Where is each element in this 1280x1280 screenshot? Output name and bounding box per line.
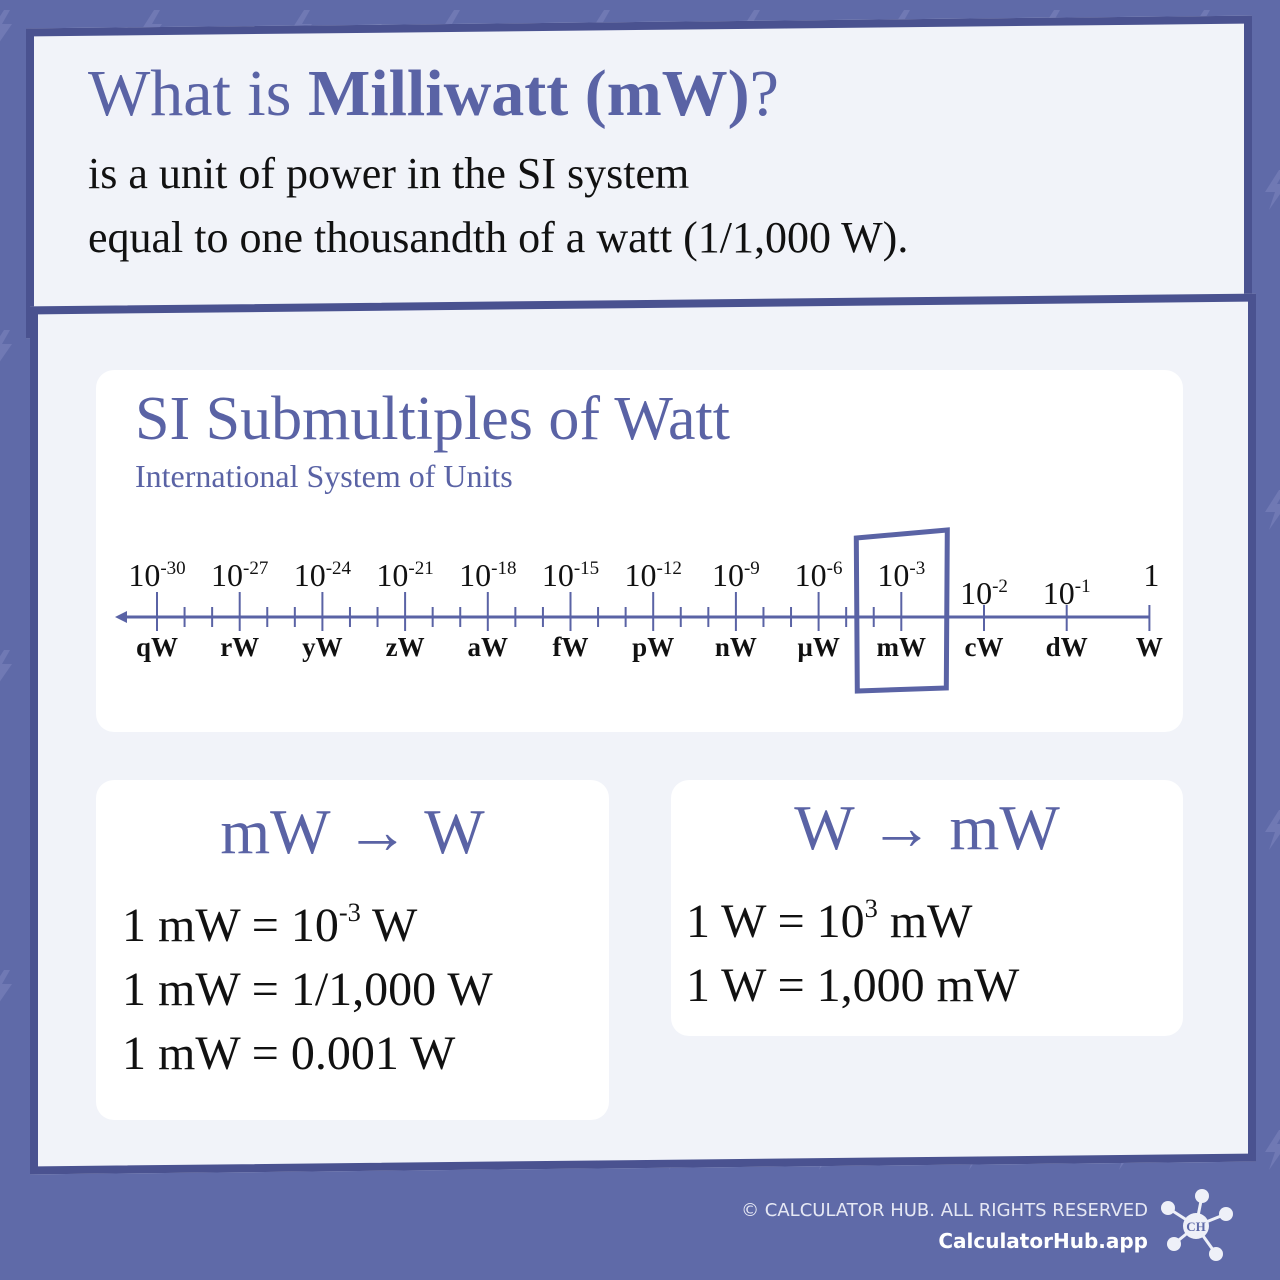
equation-text: 1 mW = 0.001 W bbox=[122, 1027, 456, 1080]
bolt-icon bbox=[0, 650, 12, 682]
equation-exponent: 3 bbox=[864, 893, 878, 924]
tick-label: 10-12 bbox=[625, 557, 682, 593]
equation: 1 W = 103 mW bbox=[686, 894, 972, 950]
bolt-icon bbox=[0, 970, 12, 1002]
mw-to-w-panel bbox=[96, 780, 609, 1120]
title-suffix: ? bbox=[749, 57, 779, 130]
unit-symbol: aW bbox=[468, 632, 509, 662]
tick-label: 10-1 bbox=[1043, 575, 1091, 611]
unit-symbol: pW bbox=[632, 632, 674, 662]
bolt-icon bbox=[0, 330, 12, 362]
equation-text: 1 W = 1,000 mW bbox=[686, 959, 1020, 1012]
equation: 1 mW = 0.001 W bbox=[122, 1026, 455, 1082]
tick-label: 10-21 bbox=[376, 557, 433, 593]
highlight-box bbox=[853, 527, 950, 694]
page-title: What is Milliwatt (mW)? bbox=[88, 56, 779, 132]
unit-symbol: W bbox=[1136, 632, 1163, 662]
equation-unit: mW bbox=[877, 895, 973, 948]
mw-to-w-title: mW → W bbox=[220, 796, 485, 867]
title-prefix: What is bbox=[88, 57, 308, 130]
tick-label: 10-18 bbox=[459, 557, 516, 593]
definition-line-2: equal to one thousandth of a watt (1/1,0… bbox=[88, 213, 909, 262]
unit-symbol: nW bbox=[715, 632, 757, 662]
tick-label: 10-9 bbox=[712, 557, 760, 593]
equation-text: 1 W = 10 bbox=[686, 895, 865, 948]
tick-label: 10-6 bbox=[795, 557, 843, 593]
definition-line-1: is a unit of power in the SI system bbox=[88, 149, 690, 198]
tick-label: 10-3 bbox=[877, 557, 925, 593]
w-to-mw-title: W → mW bbox=[794, 792, 1060, 863]
scale-subtitle: International System of Units bbox=[135, 458, 513, 494]
equation: 1 mW = 1/1,000 W bbox=[122, 962, 493, 1018]
calculator-hub-logo: CH bbox=[1161, 1189, 1233, 1261]
w-to-mw-panel bbox=[671, 780, 1183, 1036]
bolt-icon bbox=[0, 10, 12, 42]
bolt-icon bbox=[1265, 810, 1280, 850]
unit-symbol: cW bbox=[965, 632, 1004, 662]
unit-symbol: zW bbox=[386, 632, 425, 662]
logo-text: CH bbox=[1186, 1219, 1206, 1234]
bolt-icon bbox=[1265, 1130, 1280, 1170]
equation: 1 W = 1,000 mW bbox=[686, 958, 1019, 1014]
unit-symbol: rW bbox=[220, 632, 259, 662]
tick-label: 10-2 bbox=[960, 575, 1008, 611]
unit-symbol: dW bbox=[1046, 632, 1088, 662]
site-link[interactable]: CalculatorHub.app bbox=[938, 1229, 1148, 1253]
tick-label: 10-27 bbox=[211, 557, 268, 593]
copyright: © CALCULATOR HUB. ALL RIGHTS RESERVED bbox=[741, 1200, 1148, 1221]
arrow-left-icon bbox=[115, 611, 127, 623]
equation-text: 1 mW = 1/1,000 W bbox=[122, 963, 493, 1016]
equation-unit: W bbox=[360, 899, 418, 952]
scale-panel bbox=[96, 370, 1183, 732]
tick-label: 10-24 bbox=[294, 557, 352, 593]
bolt-icon bbox=[1265, 490, 1280, 530]
scale-title: SI Submultiples of Watt bbox=[135, 385, 730, 453]
unit-symbol: yW bbox=[302, 632, 343, 662]
unit-symbol: qW bbox=[136, 632, 178, 662]
unit-symbol: µW bbox=[797, 632, 840, 662]
tick-label: 10-30 bbox=[128, 557, 185, 593]
equation-exponent: -3 bbox=[338, 897, 361, 928]
tick-label: 10-15 bbox=[542, 557, 599, 593]
tick-label: 1 bbox=[1143, 557, 1159, 593]
bolt-icon bbox=[1265, 170, 1280, 210]
unit-symbol: fW bbox=[553, 632, 589, 662]
equation: 1 mW = 10-3 W bbox=[122, 898, 417, 954]
equation-text: 1 mW = 10 bbox=[122, 899, 339, 952]
title-unit: Milliwatt (mW) bbox=[307, 57, 750, 130]
unit-symbol: mW bbox=[877, 632, 927, 662]
